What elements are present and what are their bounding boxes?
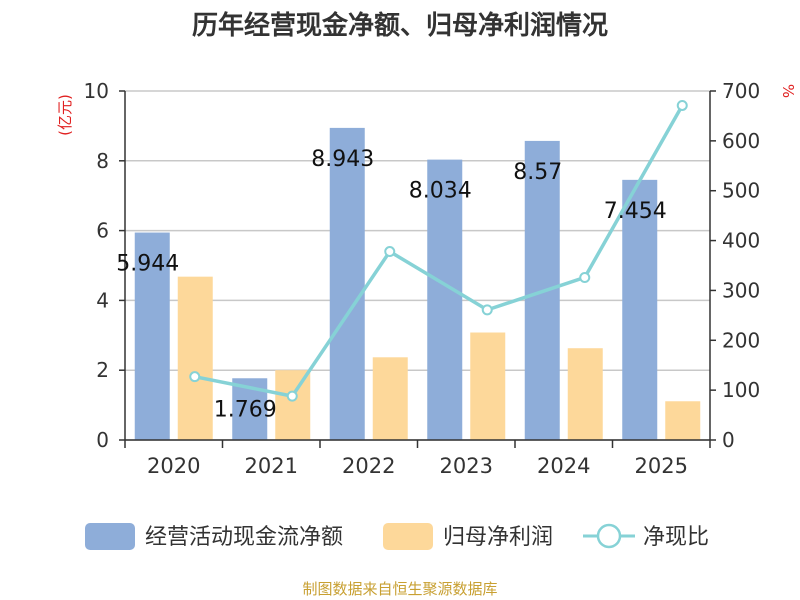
y-right-tick-label: 200 [722, 328, 760, 352]
bar-series [134, 127, 701, 441]
bar-cashflow [134, 232, 170, 440]
y-right-axis-label: % [779, 84, 797, 98]
bar-cashflow [427, 159, 463, 440]
x-tick-label: 2023 [440, 454, 493, 478]
x-tick-label: 2020 [147, 454, 200, 478]
legend-marker-cash-ratio [596, 523, 622, 549]
bar-value-label: 5.944 [116, 252, 179, 277]
y-right-tick-label: 100 [722, 378, 760, 402]
x-tick-label: 2021 [245, 454, 298, 478]
line-point [286, 390, 298, 402]
x-tick-label: 2024 [537, 454, 590, 478]
line-point [384, 246, 396, 258]
y-right-tick-label: 700 [722, 79, 760, 103]
bar-value-label: 8.57 [513, 160, 562, 185]
x-tick-label: 2025 [635, 454, 688, 478]
y-left-tick-label: 6 [96, 219, 109, 243]
legend-swatch-net-profit [383, 523, 433, 550]
y-right-tick-label: 600 [722, 129, 760, 153]
bar-value-label: 7.454 [604, 199, 667, 224]
y-right-tick-label: 300 [722, 278, 760, 302]
y-right-tick-label: 400 [722, 229, 760, 253]
y-left-tick-label: 4 [96, 288, 109, 312]
y-left-tick-label: 2 [96, 358, 109, 382]
x-tick-label: 2022 [342, 454, 395, 478]
y-right-tick-label: 500 [722, 179, 760, 203]
bar-value-label: 8.034 [409, 179, 472, 204]
bar-cashflow [329, 127, 365, 441]
bar-net-profit [177, 276, 213, 440]
bar-cashflow [622, 179, 658, 440]
line-point [676, 99, 688, 111]
bar-net-profit [372, 357, 408, 440]
legend-label-net-profit: 归母净利润 [443, 525, 553, 550]
bar-value-label: 8.943 [311, 147, 374, 172]
line-point [189, 371, 201, 383]
y-right-tick-label: 0 [722, 428, 735, 452]
bar-value-label: 1.769 [214, 397, 277, 422]
line-point [579, 271, 591, 283]
y-left-tick-label: 0 [96, 428, 109, 452]
legend-label-cashflow: 经营活动现金流净额 [145, 525, 343, 550]
bar-net-profit [275, 370, 311, 440]
y-left-tick-label: 8 [96, 149, 109, 173]
legend-swatch-cashflow [85, 523, 135, 550]
legend: 经营活动现金流净额 归母净利润 净现比 [85, 523, 709, 550]
y-left-axis-label: (亿元) [56, 94, 74, 136]
data-labels: 5.944 1.769 8.943 8.034 8.57 7.454 [116, 147, 666, 422]
source-note: 制图数据来自恒生聚源数据库 [302, 580, 497, 598]
line-cash-ratio [194, 104, 684, 399]
y-left-tick-label: 10 [84, 79, 109, 103]
line-point [481, 304, 493, 316]
chart-title: 历年经营现金净额、归母净利润情况 [192, 10, 608, 41]
bar-net-profit [567, 348, 603, 440]
legend-label-cash-ratio: 净现比 [643, 525, 709, 550]
bar-net-profit [665, 401, 701, 440]
line-series [189, 99, 688, 402]
bar-net-profit [470, 332, 506, 440]
